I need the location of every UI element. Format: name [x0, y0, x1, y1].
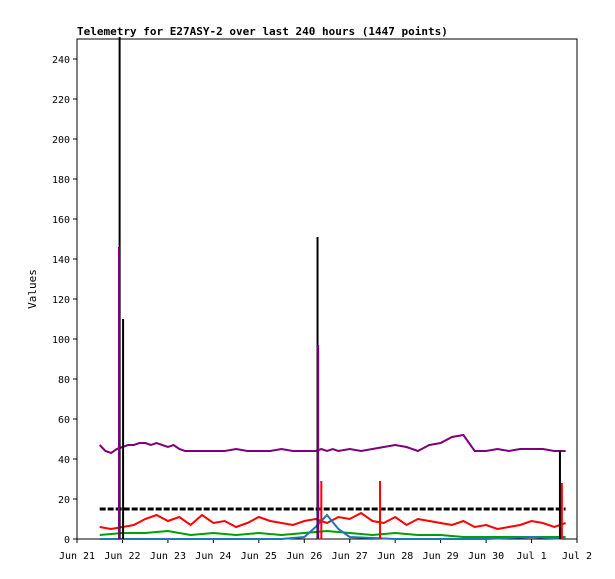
x-tick-label: Jun 28 — [377, 551, 413, 562]
y-tick-label: 240 — [52, 55, 70, 66]
x-tick-label: Jun 24 — [195, 551, 231, 562]
plot-frame — [76, 38, 578, 540]
y-tick-label: 0 — [64, 535, 70, 546]
y-tick-label: 100 — [52, 335, 70, 346]
chart-title: Telemetry for E27ASY-2 over last 240 hou… — [77, 25, 448, 38]
x-tick-label: Jul 1 — [516, 551, 546, 562]
series-line-4 — [99, 513, 566, 540]
x-tick-label: Jun 30 — [468, 551, 504, 562]
x-tick-label: Jun 21 — [59, 551, 95, 562]
y-tick-label: 80 — [58, 375, 70, 386]
y-tick-label: 120 — [52, 295, 70, 306]
y-tick-label: 180 — [52, 175, 70, 186]
y-axis-label: Values — [26, 269, 39, 309]
y-tick-label: 160 — [52, 215, 70, 226]
x-tick-label: Jun 25 — [241, 551, 277, 562]
series-line-0 — [98, 433, 566, 455]
plot-area: 0 20 40 60 80 100 120 140 160 180 200 220 240 Jun 21 J… — [52, 37, 592, 562]
x-tick-label: Jul 2 — [562, 551, 592, 562]
y-tick-label: 40 — [58, 455, 70, 466]
x-tick-label: Jun 22 — [104, 551, 140, 562]
x-tick-label: Jun 26 — [286, 551, 322, 562]
y-tick-label: 60 — [58, 415, 70, 426]
y-tick-label: 200 — [52, 135, 70, 146]
x-tick-label: Jun 29 — [423, 551, 459, 562]
series-line-3 — [99, 529, 566, 538]
y-tick-label: 140 — [52, 255, 70, 266]
x-tick-label: Jun 27 — [332, 551, 368, 562]
y-tick-label: 220 — [52, 95, 70, 106]
series-line-2 — [99, 511, 566, 531]
y-tick-label: 20 — [58, 495, 70, 506]
x-tick-label: Jun 23 — [150, 551, 186, 562]
